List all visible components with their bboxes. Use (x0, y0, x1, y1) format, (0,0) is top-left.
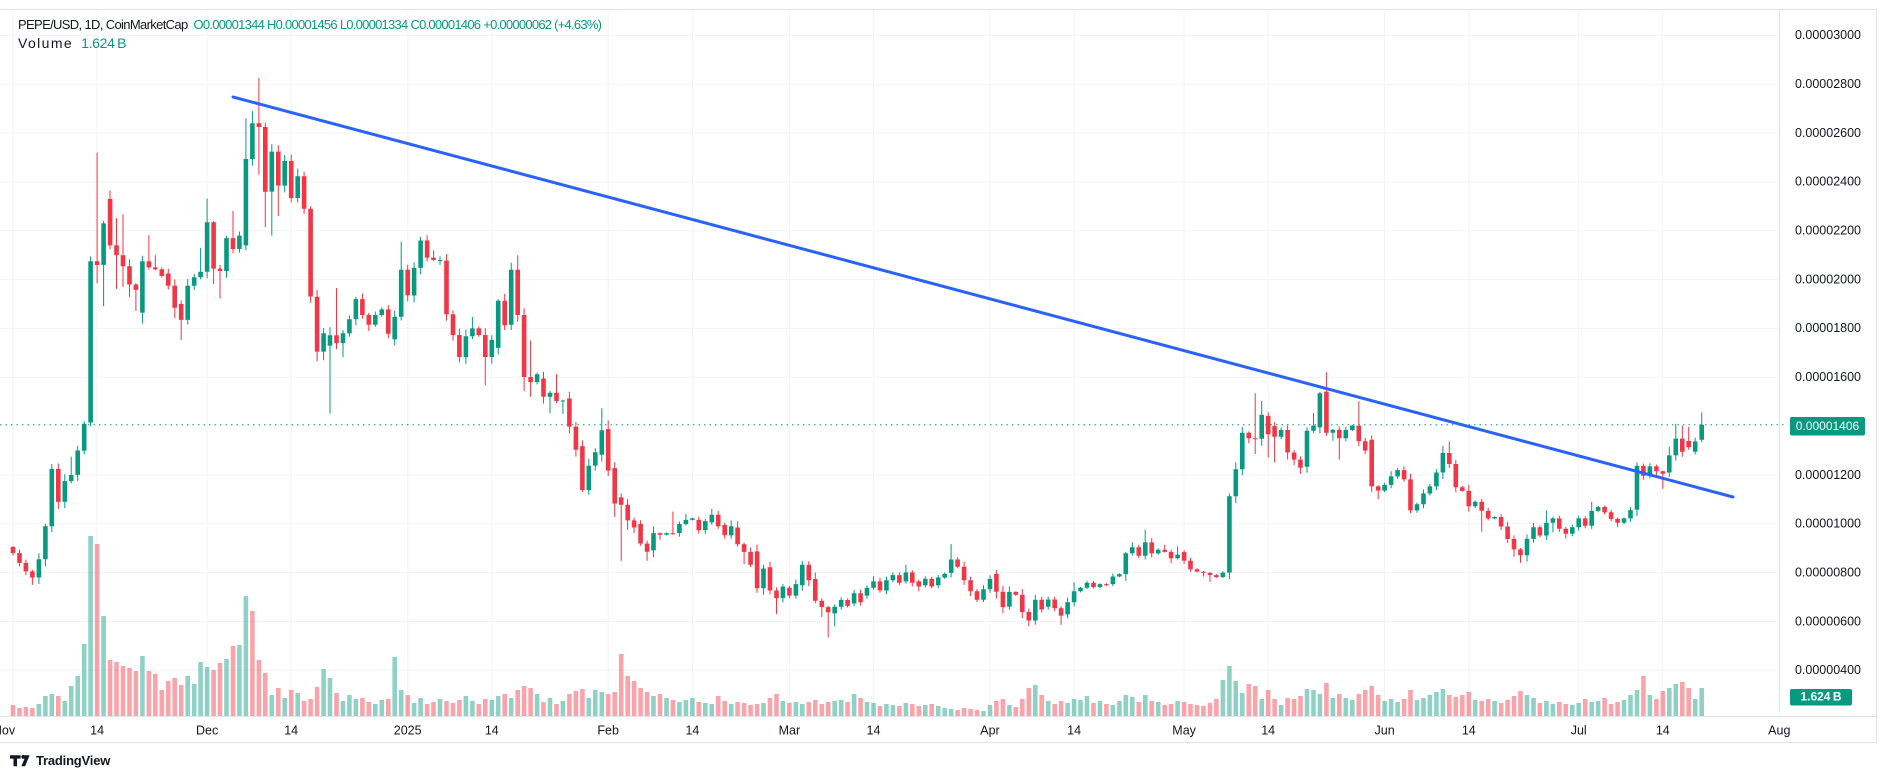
svg-text:0.00002800: 0.00002800 (1795, 77, 1861, 91)
svg-text:14: 14 (1261, 723, 1275, 737)
svg-text:Nov: Nov (0, 723, 16, 737)
svg-text:0.00002400: 0.00002400 (1795, 175, 1861, 189)
svg-text:Feb: Feb (597, 723, 619, 737)
svg-text:0.00001800: 0.00001800 (1795, 321, 1861, 335)
svg-text:2025: 2025 (394, 723, 422, 737)
svg-text:0.00002000: 0.00002000 (1795, 272, 1861, 286)
svg-text:14: 14 (485, 723, 499, 737)
svg-text:0.00001406: 0.00001406 (1796, 419, 1860, 433)
svg-text:Apr: Apr (980, 723, 999, 737)
svg-text:14: 14 (90, 723, 104, 737)
svg-text:1.624 B: 1.624 B (1800, 690, 1841, 704)
svg-text:0.00000800: 0.00000800 (1795, 565, 1861, 579)
svg-text:0.00002200: 0.00002200 (1795, 224, 1861, 238)
svg-text:Jun: Jun (1375, 723, 1395, 737)
svg-text:0.00000600: 0.00000600 (1795, 614, 1861, 628)
svg-text:0.00002600: 0.00002600 (1795, 126, 1861, 140)
svg-text:0.00001000: 0.00001000 (1795, 517, 1861, 531)
svg-text:14: 14 (867, 723, 881, 737)
svg-text:Aug: Aug (1768, 723, 1790, 737)
svg-text:0.00001600: 0.00001600 (1795, 370, 1861, 384)
svg-text:14: 14 (1067, 723, 1081, 737)
svg-text:Mar: Mar (779, 723, 801, 737)
svg-text:Dec: Dec (196, 723, 218, 737)
svg-text:0.00001200: 0.00001200 (1795, 468, 1861, 482)
svg-text:0.00003000: 0.00003000 (1795, 28, 1861, 42)
svg-text:14: 14 (284, 723, 298, 737)
svg-text:14: 14 (1656, 723, 1670, 737)
svg-text:0.00000400: 0.00000400 (1795, 663, 1861, 677)
svg-text:14: 14 (1462, 723, 1476, 737)
svg-text:May: May (1172, 723, 1196, 737)
svg-text:14: 14 (685, 723, 699, 737)
svg-text:Jul: Jul (1571, 723, 1587, 737)
